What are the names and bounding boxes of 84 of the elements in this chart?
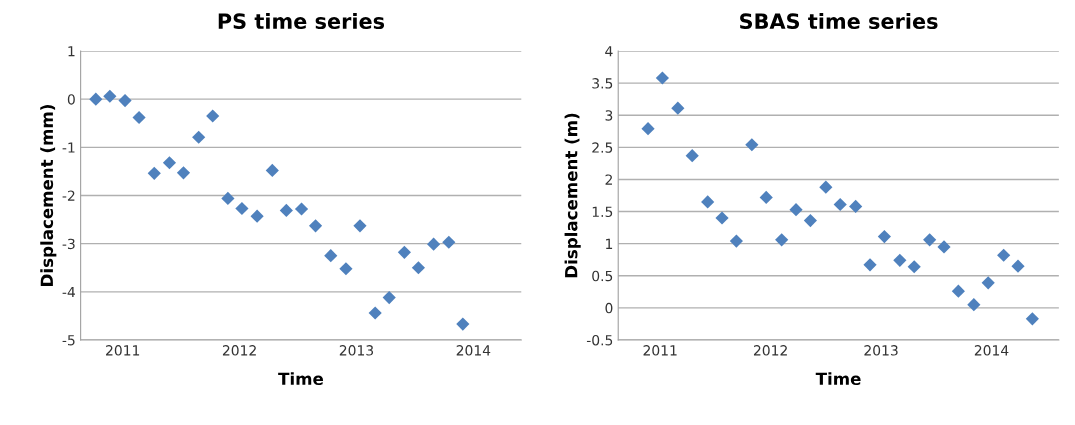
point (427, 237, 441, 251)
point (833, 197, 847, 212)
x-tick-label: 2011 (643, 345, 677, 356)
point (397, 245, 411, 259)
point (250, 209, 264, 223)
point (103, 89, 117, 103)
x-axis-title: Time (278, 372, 324, 386)
point (951, 284, 965, 298)
point (192, 130, 206, 144)
point (849, 199, 863, 214)
point (819, 180, 833, 194)
y-tick-label: -2 (62, 190, 75, 201)
point (701, 195, 715, 209)
y-tick-label: 0 (67, 94, 75, 105)
chart-title: SBAS time series (740, 12, 938, 30)
point (206, 109, 220, 123)
point (745, 138, 759, 152)
x-tick-label: 2014 (974, 345, 1009, 356)
point (1025, 312, 1039, 326)
point (715, 211, 729, 225)
point (981, 276, 995, 290)
point (368, 306, 382, 320)
point (1011, 259, 1025, 273)
point (324, 249, 338, 263)
x-tick-label: 2011 (106, 345, 140, 356)
point (294, 202, 309, 216)
y-tick-label: -5 (62, 335, 75, 346)
point (89, 92, 103, 106)
y-tick-label: -0.5 (586, 334, 613, 346)
y-axis-title: Displacement (mm) (40, 105, 57, 286)
x-tick-label: 2013 (339, 345, 374, 356)
point (456, 317, 470, 331)
point (863, 258, 877, 272)
point (877, 230, 891, 244)
point (671, 101, 685, 115)
y-tick-label: 0.5 (592, 270, 613, 282)
point (803, 213, 817, 228)
y-tick-label: 1.5 (592, 206, 613, 218)
point (685, 149, 699, 163)
x-tick-label: 2013 (864, 345, 898, 356)
point (176, 166, 191, 180)
point (382, 291, 396, 305)
point (132, 110, 146, 125)
x-axis-title: Time (815, 372, 861, 386)
point (641, 122, 655, 136)
y-tick-label: 2 (605, 174, 612, 185)
y-tick-label: 1 (606, 238, 613, 249)
y-tick-label: 0 (605, 302, 613, 314)
point (265, 163, 279, 178)
point (339, 262, 353, 276)
y-axis-title: Displacement (m) (564, 113, 581, 278)
point (967, 298, 981, 312)
point (655, 71, 669, 85)
y-tick-label: -4 (62, 286, 75, 298)
y-tick-label: 3.5 (592, 78, 613, 89)
point (729, 234, 743, 248)
point (308, 219, 323, 233)
point (235, 201, 249, 216)
point (411, 261, 426, 275)
point (937, 240, 951, 254)
point (775, 233, 789, 247)
point (279, 203, 293, 218)
point (907, 260, 921, 274)
point (923, 233, 937, 247)
x-tick-label: 2014 (456, 345, 491, 356)
point (118, 94, 132, 108)
point (789, 203, 803, 217)
x-tick-label: 2012 (753, 345, 787, 356)
point (997, 248, 1011, 262)
point (893, 253, 907, 267)
point (162, 156, 177, 170)
x-tick-label: 2012 (222, 345, 256, 356)
y-tick-label: 1 (68, 46, 75, 57)
point (353, 219, 367, 233)
point (442, 235, 456, 249)
point (147, 166, 161, 180)
y-tick-label: -3 (62, 238, 75, 250)
point (759, 190, 773, 205)
y-tick-label: -1 (62, 142, 75, 153)
chart-title: PS time series (218, 12, 385, 30)
y-tick-label: 3 (605, 110, 613, 121)
y-tick-label: 2.5 (592, 142, 613, 153)
y-tick-label: 4 (605, 46, 613, 57)
point (221, 191, 235, 205)
